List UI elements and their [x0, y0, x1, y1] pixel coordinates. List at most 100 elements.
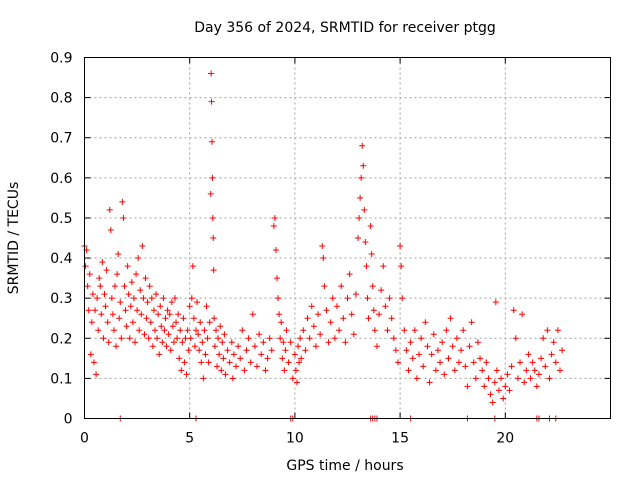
data-point — [114, 271, 121, 278]
data-point — [517, 359, 524, 366]
x-tick-label: 5 — [185, 431, 194, 447]
data-point — [125, 291, 132, 298]
data-point — [500, 395, 507, 402]
y-tick-label: 0.2 — [50, 331, 72, 347]
data-point — [321, 283, 328, 290]
y-tick-label: 0.7 — [50, 131, 72, 147]
data-point — [453, 335, 460, 342]
data-point — [344, 295, 351, 302]
y-tick-label: 0.9 — [50, 51, 72, 67]
data-point — [213, 327, 219, 334]
x-tick-label: 15 — [391, 431, 409, 447]
data-point — [94, 295, 101, 302]
data-point — [287, 339, 294, 346]
data-point — [256, 331, 263, 338]
data-point — [183, 371, 190, 378]
data-point — [281, 367, 288, 374]
data-point — [262, 367, 269, 374]
data-point — [319, 243, 326, 250]
data-point — [85, 307, 92, 314]
data-point — [142, 275, 149, 282]
data-point — [357, 194, 364, 201]
data-point — [167, 347, 174, 354]
data-point — [144, 299, 151, 306]
data-point — [84, 283, 91, 290]
data-point — [550, 339, 557, 346]
data-point — [215, 335, 222, 342]
data-point — [304, 315, 311, 322]
data-point — [474, 339, 481, 346]
data-point — [407, 339, 414, 346]
data-point — [462, 363, 469, 370]
data-point — [559, 347, 566, 354]
data-point — [270, 222, 277, 229]
data-point — [329, 295, 336, 302]
data-point — [310, 323, 317, 330]
data-point — [198, 359, 205, 366]
data-point — [470, 359, 477, 366]
data-point — [153, 291, 160, 298]
data-point — [493, 367, 500, 374]
data-point — [100, 335, 107, 342]
data-points — [81, 70, 566, 422]
data-point — [105, 339, 112, 346]
data-point — [173, 319, 180, 326]
data-point — [445, 355, 452, 362]
data-point — [122, 307, 129, 314]
data-point — [203, 303, 210, 310]
data-point — [113, 343, 120, 350]
data-point — [140, 295, 147, 302]
data-point — [348, 311, 355, 318]
data-point — [239, 327, 246, 334]
data-point — [199, 339, 206, 346]
y-tick-label: 0 — [64, 412, 73, 428]
data-point — [245, 335, 252, 342]
data-point — [136, 327, 143, 334]
y-tick-labels: 0 0.1 0.2 0.3 0.4 0.5 0.6 0.7 0.8 0.9 — [50, 51, 72, 428]
data-point — [138, 311, 145, 318]
data-point — [230, 351, 237, 358]
data-point — [180, 315, 187, 322]
data-point — [296, 359, 303, 366]
data-point — [241, 367, 248, 374]
data-point — [373, 343, 380, 350]
data-point — [346, 271, 353, 278]
data-point — [449, 343, 456, 350]
data-point — [368, 251, 375, 258]
data-point — [224, 347, 231, 354]
data-point — [110, 327, 117, 334]
data-point — [175, 311, 182, 318]
data-point — [151, 327, 158, 334]
data-point — [542, 363, 549, 370]
data-point — [451, 367, 458, 374]
data-point — [165, 331, 172, 338]
data-point — [364, 295, 371, 302]
data-point — [161, 327, 168, 334]
y-tick-label: 0.6 — [50, 171, 72, 187]
data-point — [487, 391, 494, 398]
data-point — [370, 307, 377, 314]
data-point — [552, 359, 559, 366]
data-point — [371, 327, 378, 334]
data-point — [548, 351, 555, 358]
data-point — [254, 363, 261, 370]
data-point — [489, 399, 496, 406]
data-point — [119, 198, 126, 205]
data-point — [458, 347, 465, 354]
data-point — [103, 267, 110, 274]
data-point — [147, 319, 154, 326]
data-point — [216, 351, 223, 358]
data-point — [498, 375, 505, 382]
data-point — [521, 379, 528, 386]
data-point — [131, 339, 138, 346]
data-point — [460, 327, 467, 334]
data-point — [229, 375, 236, 382]
data-point — [168, 299, 175, 306]
data-point — [127, 303, 134, 310]
data-point — [219, 339, 226, 346]
data-point — [369, 283, 376, 290]
data-point — [186, 303, 193, 310]
data-point — [342, 339, 349, 346]
data-point — [124, 263, 131, 270]
